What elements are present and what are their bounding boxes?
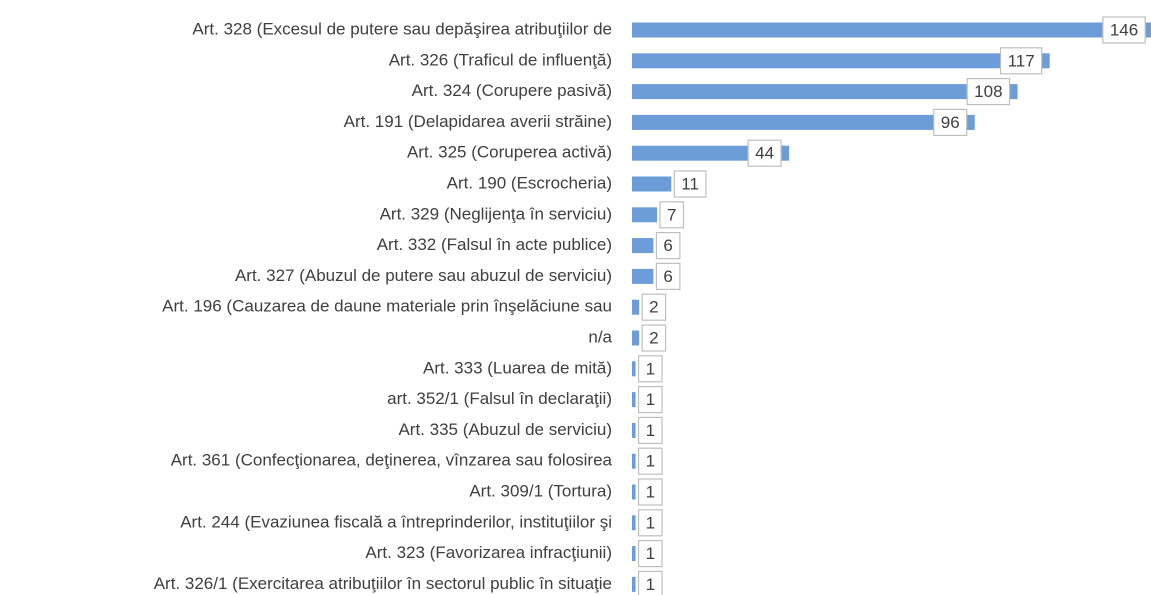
data-label-box: [637, 355, 663, 383]
bar: [632, 422, 636, 438]
data-label: 1: [646, 482, 655, 501]
bar: [632, 515, 636, 531]
bar: [632, 330, 640, 346]
data-label-box: [641, 293, 667, 321]
category-label: Art. 335 (Abuzul de serviciu): [398, 420, 612, 439]
bar: [632, 576, 636, 592]
bar: [632, 361, 636, 377]
bar: [632, 453, 636, 469]
category-label: Art. 190 (Escrocheria): [447, 173, 612, 192]
bar: [632, 484, 636, 500]
data-label-box: [637, 539, 663, 568]
data-label-box: [637, 416, 663, 444]
data-label-box: [637, 386, 663, 414]
bar: [632, 22, 1151, 38]
data-label: 1: [646, 513, 655, 532]
category-label: Art. 196 (Cauzarea de daune materiale pr…: [162, 297, 612, 316]
data-label: 96: [941, 113, 960, 132]
data-label-box: [933, 108, 968, 137]
category-label: Art. 326 (Traficul de influenţă): [389, 50, 612, 69]
data-label-box: [999, 47, 1043, 75]
category-label: Art. 328 (Excesul de putere sau depăşire…: [192, 19, 612, 38]
bar: [632, 546, 636, 562]
bar: [632, 238, 654, 254]
data-label-box: [637, 570, 663, 595]
data-label-box: [641, 324, 667, 352]
data-label: 1: [646, 452, 655, 471]
category-label: Art. 361 (Confecţionarea, deţinerea, vîn…: [171, 451, 613, 470]
data-label: 117: [1008, 51, 1035, 70]
data-label: 1: [646, 421, 655, 440]
data-label-box: [655, 262, 681, 290]
category-label: Art. 326/1 (Exercitarea atribuţiilor în …: [154, 574, 612, 593]
category-label: Art. 327 (Abuzul de putere sau abuzul de…: [235, 266, 612, 285]
bar: [632, 176, 672, 192]
data-label-box: [637, 509, 663, 537]
bar: [632, 114, 975, 130]
data-label-box: [1102, 16, 1146, 44]
data-label: 2: [649, 298, 658, 317]
bar: [632, 53, 1050, 69]
data-label-box: [655, 232, 681, 260]
data-label: 1: [646, 359, 655, 378]
data-label: 11: [681, 174, 699, 193]
data-label: 1: [646, 575, 655, 594]
category-label: Art. 332 (Falsul în acte publice): [377, 235, 612, 254]
bar: [632, 84, 1018, 100]
data-label-box: [659, 201, 685, 229]
category-label: Art. 191 (Delapidarea averii străine): [344, 112, 612, 131]
data-label: 7: [667, 205, 676, 224]
bar: [632, 299, 640, 315]
data-label: 44: [755, 144, 774, 163]
category-label: Art. 329 (Neglijenţa în serviciu): [380, 204, 612, 223]
bar: [632, 207, 657, 223]
data-label: 1: [646, 544, 655, 563]
category-label: art. 352/1 (Falsul în declaraţii): [387, 389, 612, 408]
category-label: Art. 244 (Evaziunea fiscală a întreprind…: [180, 512, 612, 531]
category-label: Art. 309/1 (Tortura): [469, 481, 612, 500]
bar: [632, 268, 654, 284]
data-label: 6: [663, 236, 672, 255]
data-label: 2: [649, 328, 658, 347]
data-label-box: [637, 447, 663, 475]
data-label: 108: [974, 82, 1002, 101]
data-label-box: [966, 77, 1011, 106]
category-label: Art. 325 (Coruperea activă): [407, 143, 612, 162]
data-label-box: [637, 478, 663, 506]
data-label: 146: [1110, 20, 1138, 39]
category-label: n/a: [588, 327, 612, 346]
bar: [632, 392, 636, 408]
category-label: Art. 323 (Favorizarea infracţiunii): [365, 543, 612, 562]
data-label-box: [673, 170, 707, 198]
data-label: 1: [646, 390, 655, 409]
data-label-box: [747, 139, 782, 167]
data-label: 6: [663, 267, 672, 286]
category-label: Art. 333 (Luarea de mită): [423, 358, 612, 377]
category-label: Art. 324 (Corupere pasivă): [412, 81, 612, 100]
